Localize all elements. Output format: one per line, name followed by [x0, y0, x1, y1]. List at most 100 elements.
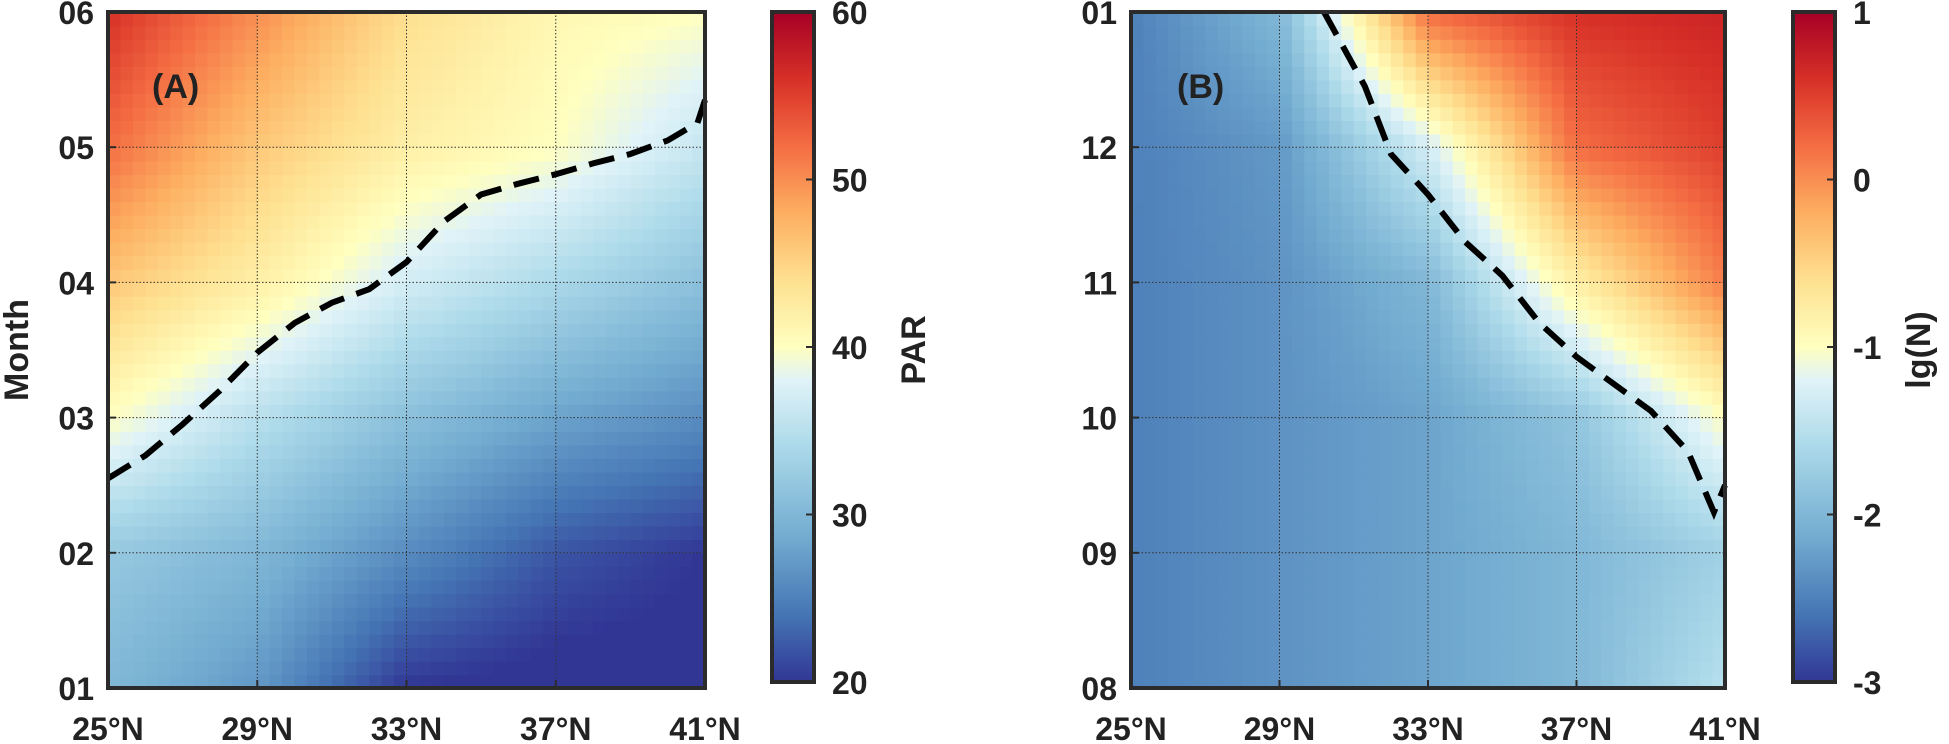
panel-a-heatmap-cell	[170, 174, 184, 189]
panel-a-heatmap-cell	[667, 444, 681, 459]
panel-a-heatmap-cell	[108, 390, 122, 405]
panel-a-heatmap-cell	[132, 485, 147, 500]
panel-b-heatmap-cell	[1316, 295, 1330, 311]
panel-b-heatmap-cell	[1291, 552, 1306, 568]
panel-a-heatmap-cell	[195, 241, 209, 257]
panel-b-heatmap-cell	[1230, 201, 1244, 216]
panel-b-heatmap-cell	[1712, 390, 1726, 405]
panel-a-heatmap-cell	[331, 417, 346, 432]
panel-a-heatmap-cell	[394, 363, 408, 378]
panel-b-heatmap-cell	[1613, 133, 1627, 148]
panel-b-heatmap-cell	[1489, 390, 1504, 405]
panel-b-heatmap-cell	[1638, 377, 1652, 392]
panel-b-heatmap-cell	[1143, 539, 1157, 554]
panel-b-heatmap-cell	[1378, 471, 1392, 486]
panel-b-heatmap-cell	[1687, 660, 1702, 676]
panel-a-heatmap-cell	[282, 674, 296, 689]
panel-b-heatmap-cell	[1564, 363, 1578, 378]
panel-a-heatmap-cell	[294, 620, 308, 635]
panel-a-heatmap-cell	[630, 566, 644, 581]
panel-a-heatmap-cell	[157, 93, 171, 108]
panel-a-heatmap-cell	[132, 255, 147, 270]
panel-a-heatmap-cell	[493, 498, 507, 514]
panel-a-heatmap-cell	[132, 187, 147, 203]
panel-a-heatmap-cell	[617, 633, 632, 649]
panel-a-heatmap-cell	[692, 390, 706, 405]
panel-b-heatmap-cell	[1403, 66, 1417, 81]
panel-a-heatmap-cell	[605, 485, 619, 500]
panel-b-heatmap-cell	[1168, 160, 1182, 176]
panel-b-heatmap-cell	[1564, 471, 1578, 486]
panel-b-heatmap-cell	[1489, 336, 1504, 351]
panel-b-heatmap-cell	[1588, 606, 1603, 622]
panel-a-heatmap-cell	[394, 106, 408, 121]
panel-a-heatmap-cell	[182, 363, 196, 378]
panel-a-heatmap-cell	[356, 512, 370, 527]
panel-a-heatmap-cell	[443, 187, 458, 203]
panel-a-heatmap-cell	[456, 93, 470, 108]
panel-a-heatmap-cell	[456, 25, 470, 40]
panel-b-heatmap-cell	[1663, 512, 1677, 527]
panel-b-heatmap-cell	[1267, 201, 1281, 216]
panel-a-heatmap-cell	[642, 295, 657, 311]
panel-b-heatmap-cell	[1291, 350, 1306, 365]
panel-a-heatmap-cell	[344, 566, 358, 581]
panel-b-heatmap-cell	[1180, 458, 1194, 473]
panel-b-heatmap-cell	[1316, 25, 1330, 40]
panel-b-heatmap-cell	[1180, 120, 1194, 135]
panel-a-heatmap-cell	[170, 241, 184, 257]
panel-a-heatmap-cell	[593, 12, 607, 27]
panel-b-heatmap-cell	[1378, 66, 1392, 81]
panel-a-heatmap-cell	[381, 579, 395, 595]
panel-a-heatmap-cell	[543, 241, 557, 257]
panel-b-heatmap-cell	[1700, 93, 1714, 108]
panel-a-heatmap-cell	[344, 174, 358, 189]
panel-b-heatmap-cell	[1626, 485, 1640, 500]
panel-b-heatmap-cell	[1390, 241, 1405, 257]
panel-b-heatmap-cell	[1465, 39, 1479, 54]
panel-b-heatmap-cell	[1712, 214, 1726, 230]
panel-a-heatmap-cell	[219, 552, 234, 568]
panel-b-heatmap-cell	[1390, 66, 1405, 81]
panel-b-heatmap-cell	[1291, 12, 1306, 27]
panel-b-heatmap-cell	[1638, 214, 1652, 230]
panel-a-heatmap-cell	[518, 255, 532, 270]
panel-b-heatmap-cell	[1502, 79, 1516, 94]
panel-a-heatmap-cell	[244, 660, 259, 676]
panel-a-heatmap-cell	[170, 187, 184, 203]
panel-b-heatmap-cell	[1267, 241, 1281, 257]
panel-b-heatmap-cell	[1588, 66, 1603, 81]
panel-b-heatmap-cell	[1254, 79, 1268, 94]
panel-b-heatmap-cell	[1650, 674, 1664, 689]
panel-a-heatmap-cell	[605, 93, 619, 108]
panel-b-heatmap-cell	[1477, 417, 1491, 432]
panel-b-heatmap-cell	[1192, 228, 1207, 243]
panel-b-heatmap-cell	[1205, 322, 1219, 338]
panel-b-heatmap-cell	[1465, 444, 1479, 459]
panel-b-heatmap-cell	[1316, 579, 1330, 595]
panel-a-heatmap-cell	[381, 363, 395, 378]
panel-b-heatmap-cell	[1551, 25, 1565, 40]
panel-b-heatmap-cell	[1601, 350, 1615, 365]
panel-a-heatmap-cell	[593, 552, 607, 568]
panel-a-heatmap-cell	[319, 471, 333, 486]
panel-a-heatmap-cell	[655, 471, 669, 486]
panel-a-heatmap-cell	[319, 404, 333, 419]
panel-b-heatmap-cell	[1291, 25, 1306, 40]
panel-a-heatmap-cell	[530, 633, 545, 649]
panel-a-heatmap-cell	[170, 79, 184, 94]
panel-b-heatmap-cell	[1155, 566, 1169, 581]
panel-b-heatmap-cell	[1514, 606, 1528, 622]
panel-a-heatmap-cell	[282, 606, 296, 622]
panel-b-heatmap-cell	[1452, 133, 1466, 148]
panel-a-heatmap-cell	[307, 174, 321, 189]
panel-a-x-ticks: 25°N 29°N 33°N 37°N 41°N	[72, 680, 741, 744]
panel-a-heatmap-cell	[108, 133, 122, 148]
panel-b-heatmap-cell	[1353, 309, 1367, 324]
panel-b-heatmap-cell	[1217, 52, 1231, 67]
panel-b-heatmap-cell	[1304, 350, 1318, 365]
panel-a-heatmap-cell	[543, 579, 557, 595]
panel-a-heatmap-cell	[493, 647, 507, 662]
panel-a-heatmap-cell	[506, 187, 520, 203]
panel-b-heatmap-cell	[1477, 566, 1491, 581]
